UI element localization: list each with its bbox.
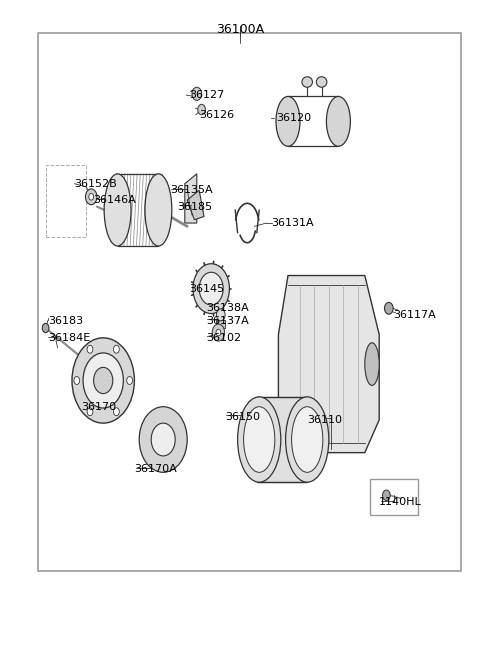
Text: 36126: 36126 <box>199 110 234 120</box>
Circle shape <box>192 87 202 100</box>
Ellipse shape <box>276 96 300 146</box>
Text: 36138A: 36138A <box>206 303 249 314</box>
Ellipse shape <box>365 342 379 385</box>
Circle shape <box>72 338 134 423</box>
Text: 36170: 36170 <box>82 401 117 412</box>
Circle shape <box>89 194 94 200</box>
Ellipse shape <box>145 174 172 246</box>
Polygon shape <box>185 174 197 223</box>
Ellipse shape <box>326 96 350 146</box>
Circle shape <box>87 408 93 416</box>
Text: 36152B: 36152B <box>74 178 117 189</box>
Circle shape <box>139 407 187 472</box>
Circle shape <box>151 423 175 456</box>
Bar <box>257 397 307 482</box>
Text: 36131A: 36131A <box>271 218 314 228</box>
Text: 36170A: 36170A <box>134 464 177 474</box>
Circle shape <box>198 104 205 115</box>
Bar <box>216 320 225 328</box>
Circle shape <box>212 324 225 341</box>
Circle shape <box>216 329 221 336</box>
Ellipse shape <box>302 77 312 87</box>
Text: 36102: 36102 <box>206 333 241 343</box>
Text: 36184E: 36184E <box>48 333 90 343</box>
Circle shape <box>113 408 119 416</box>
Circle shape <box>83 353 123 408</box>
Text: 36150: 36150 <box>226 411 261 422</box>
Ellipse shape <box>104 174 131 246</box>
Circle shape <box>384 302 393 314</box>
Text: 36183: 36183 <box>48 316 83 327</box>
Text: 36137A: 36137A <box>206 316 249 327</box>
Polygon shape <box>142 414 157 440</box>
Text: 1140HL: 1140HL <box>379 497 422 507</box>
Ellipse shape <box>286 397 329 482</box>
Circle shape <box>87 345 93 353</box>
Text: 36110: 36110 <box>307 415 342 425</box>
Circle shape <box>113 345 119 353</box>
Bar <box>38 33 461 571</box>
Text: 36145: 36145 <box>190 283 225 294</box>
Circle shape <box>85 189 97 205</box>
Circle shape <box>193 264 229 314</box>
Polygon shape <box>169 414 185 440</box>
Text: 36135A: 36135A <box>170 185 213 195</box>
Circle shape <box>127 377 132 384</box>
Polygon shape <box>187 190 204 220</box>
Ellipse shape <box>244 407 275 472</box>
Circle shape <box>199 272 223 305</box>
Text: 36185: 36185 <box>178 201 213 212</box>
Text: 36127: 36127 <box>190 90 225 100</box>
Text: 36120: 36120 <box>276 113 311 123</box>
Circle shape <box>216 309 225 321</box>
Polygon shape <box>153 454 174 469</box>
Text: 36100A: 36100A <box>216 23 264 36</box>
Text: 36117A: 36117A <box>394 310 436 320</box>
Polygon shape <box>278 276 379 453</box>
Circle shape <box>383 490 390 501</box>
Bar <box>46 165 86 237</box>
Bar <box>334 112 343 131</box>
Bar <box>370 479 418 515</box>
Text: 36146A: 36146A <box>94 195 136 205</box>
Ellipse shape <box>316 77 327 87</box>
Ellipse shape <box>238 397 281 482</box>
Circle shape <box>74 377 80 384</box>
Ellipse shape <box>291 407 323 472</box>
Circle shape <box>42 323 49 333</box>
Circle shape <box>94 367 113 394</box>
